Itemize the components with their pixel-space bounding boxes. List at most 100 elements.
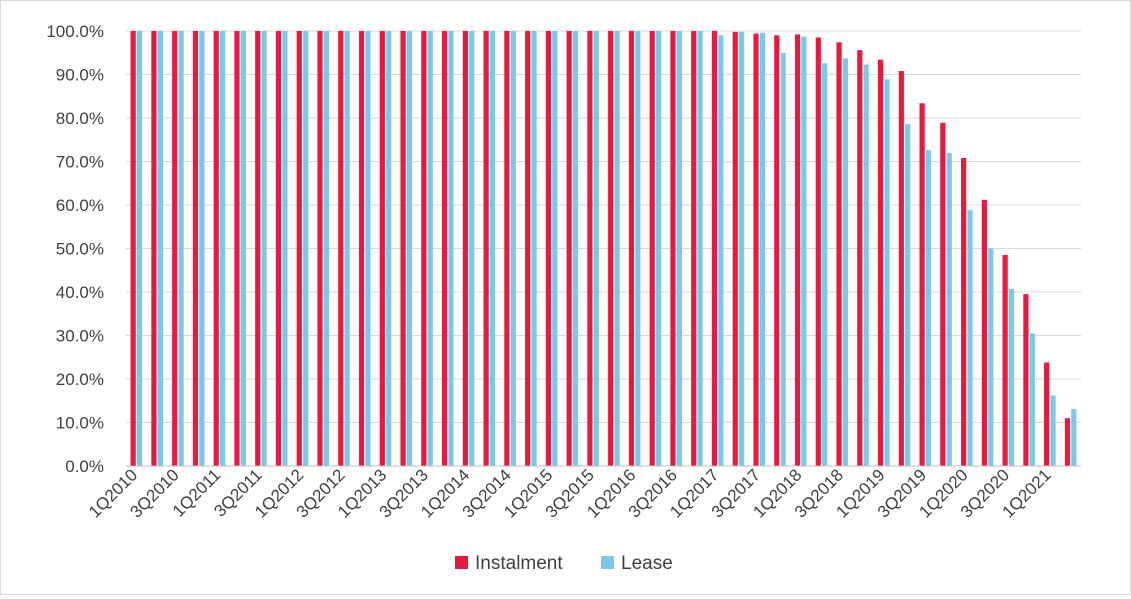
legend-swatch-lease [601,556,614,569]
bar-lease-4q2020 [1029,333,1035,466]
bar-instalment-1q2011 [213,31,219,466]
bar-lease-2q2017 [739,31,745,467]
bar-lease-3q2017 [759,32,766,467]
bar-instalment-1q2015 [545,31,551,466]
bar-lease-3q2016 [676,31,682,466]
bar-lease-3q2010 [178,31,184,466]
bar-instalment-3q2010 [172,31,178,466]
bar-lease-4q2011 [282,31,288,466]
bar-lease-1q2019 [884,79,890,466]
bar-instalment-1q2017 [711,31,718,466]
bar-instalment-4q2016 [691,31,697,466]
bar-instalment-4q2011 [275,31,282,466]
bar-lease-2q2019 [905,124,911,466]
bar-instalment-2q2014 [483,31,489,466]
bar-instalment-3q2019 [919,103,925,467]
bar-instalment-4q2020 [1023,294,1029,466]
y-tick-label: 70.0% [56,153,104,172]
bar-lease-2q2010 [157,31,163,466]
bar-instalment-3q2020 [1002,255,1008,466]
bar-instalment-1q2013 [379,31,385,466]
bar-instalment-3q2017 [753,33,759,467]
y-tick-label: 30.0% [56,327,104,346]
bar-lease-4q2015 [614,31,620,466]
y-tick-label: 0.0% [65,457,104,476]
y-tick-label: 50.0% [56,240,104,259]
bar-instalment-2q2012 [317,31,323,466]
bar-lease-2q2013 [406,31,413,466]
bar-instalment-1q2016 [628,31,635,466]
bar-instalment-3q2016 [670,31,676,466]
bar-lease-3q2019 [925,150,932,466]
bar-instalment-1q2014 [462,31,468,466]
bar-instalment-3q2012 [338,31,344,466]
bar-lease-1q2011 [220,31,226,466]
bar-lease-2q2011 [240,31,246,466]
bar-instalment-2q2011 [234,31,240,466]
bar-lease-1q2017 [718,35,724,466]
y-axis-tick-labels: 0.0% 10.0% 20.0% 30.0% 40.0% 50.0% 60.0% 70.0% 8… [46,22,104,476]
bar-lease-2q2012 [323,31,330,466]
bar-instalment-4q2010 [192,31,199,466]
bar-lease-1q2015 [552,31,558,466]
bar-instalment-2q2010 [151,31,157,466]
bar-lease-2q2021 [1071,409,1077,466]
bar-lease-4q2017 [780,52,786,466]
x-axis-tick-labels: 1Q20103Q20101Q20113Q20111Q20123Q20121Q20… [85,465,1055,521]
y-tick-label: 80.0% [56,109,104,128]
bar-lease-1q2012 [303,31,309,466]
bar-instalment-2q2020 [981,199,987,466]
legend-swatch-instalment [455,556,468,569]
bar-instalment-2q2013 [400,31,406,466]
legend: Instalment Lease [455,553,673,574]
legend-label-lease: Lease [621,553,673,574]
bar-lease-3q2020 [1008,288,1015,466]
y-tick-label: 60.0% [56,196,104,215]
bar-instalment-2q2021 [1064,418,1071,466]
bar-lease-3q2014 [510,31,516,466]
bar-instalment-4q2017 [774,35,780,466]
gridlines [126,30,1081,423]
bar-lease-3q2015 [593,31,599,466]
bar-lease-3q2013 [427,31,433,466]
bar-lease-4q2013 [448,31,454,466]
legend-label-instalment: Instalment [475,553,563,574]
bar-lease-4q2018 [863,64,869,466]
bar-instalment-4q2015 [608,31,614,466]
bar-instalment-1q2019 [877,59,884,467]
bar-instalment-2q2015 [566,31,572,466]
bar-lease-1q2014 [469,31,475,466]
bar-instalment-1q2021 [1044,362,1050,466]
bar-lease-4q2014 [531,31,537,466]
bars [130,31,1077,467]
bar-instalment-2q2017 [732,31,738,467]
bar-instalment-4q2012 [358,31,365,466]
bar-lease-1q2018 [801,36,807,466]
bar-instalment-3q2018 [836,42,842,467]
bar-instalment-2q2018 [815,37,821,467]
bar-instalment-1q2020 [961,158,967,466]
bar-instalment-2q2019 [898,71,904,467]
bar-lease-1q2020 [967,209,973,466]
bar-lease-2q2020 [988,248,994,466]
bar-lease-4q2012 [365,31,371,466]
y-tick-label: 100.0% [46,22,104,41]
bar-instalment-4q2013 [441,31,448,466]
bar-instalment-1q2012 [296,31,302,466]
bar-lease-1q2013 [386,31,392,466]
bar-instalment-3q2015 [587,31,593,466]
bar-lease-1q2010 [136,31,143,466]
bar-lease-3q2011 [261,31,267,466]
bar-instalment-1q2010 [130,31,136,466]
bar-instalment-3q2013 [421,31,427,466]
bar-lease-4q2016 [697,31,703,466]
bar-lease-4q2010 [199,31,205,466]
bar-lease-2q2016 [656,31,662,466]
bar-lease-4q2019 [946,152,952,467]
bar-instalment-4q2019 [940,122,946,466]
bar-lease-2q2015 [572,31,579,466]
bar-lease-3q2018 [842,58,849,466]
bar-instalment-4q2018 [857,50,863,466]
